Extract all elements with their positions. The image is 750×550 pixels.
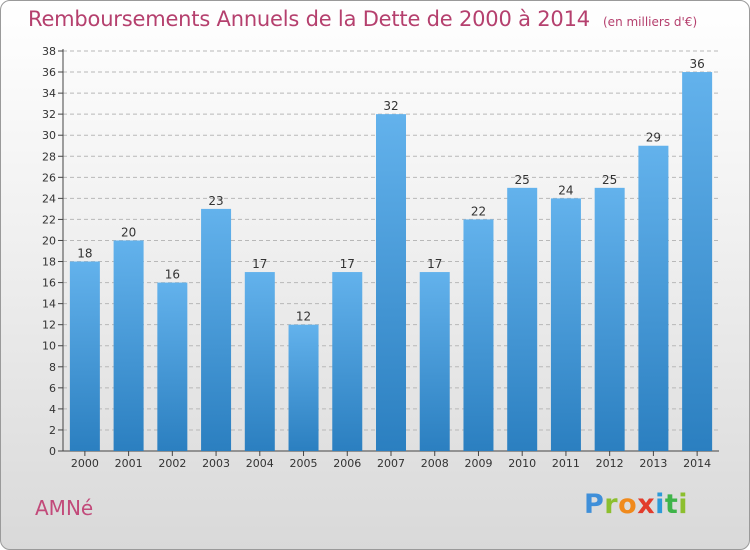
y-tick-label: 16 (42, 277, 56, 290)
x-tick-label: 2009 (464, 457, 492, 470)
chart-title-block: Remboursements Annuels de la Dette de 20… (28, 7, 697, 31)
x-tick-label: 2005 (290, 457, 318, 470)
x-tick-label: 2000 (71, 457, 99, 470)
chart-title: Remboursements Annuels de la Dette de 20… (28, 7, 590, 31)
bar-2011 (550, 198, 581, 451)
logo-letter: i (678, 489, 689, 520)
y-tick-label: 34 (42, 87, 56, 100)
y-tick-label: 24 (42, 192, 56, 205)
bar-2012 (594, 187, 625, 451)
bar-2005 (288, 324, 319, 451)
logo-letter: i (655, 489, 665, 520)
x-tick-label: 2004 (246, 457, 274, 470)
value-label: 16 (165, 268, 180, 282)
bar-2014 (682, 72, 713, 451)
y-tick-label: 22 (42, 213, 56, 226)
value-label: 25 (602, 173, 617, 187)
y-tick-label: 28 (42, 150, 56, 163)
y-tick-label: 2 (49, 424, 56, 437)
value-label: 25 (515, 173, 530, 187)
bar-2013 (638, 145, 669, 451)
value-label: 20 (121, 225, 136, 239)
x-tick-label: 2012 (596, 457, 624, 470)
x-tick-label: 2003 (202, 457, 230, 470)
value-label: 24 (558, 183, 573, 197)
y-tick-label: 18 (42, 256, 56, 269)
value-label: 18 (77, 247, 92, 261)
y-tick-label: 10 (42, 340, 56, 353)
bar-2010 (507, 187, 538, 451)
y-tick-label: 14 (42, 298, 56, 311)
bar-2006 (332, 272, 363, 451)
bar-2007 (376, 114, 406, 451)
value-label: 23 (208, 194, 223, 208)
y-tick-label: 4 (49, 403, 56, 416)
bar-2004 (244, 272, 275, 451)
logo-letter: r (604, 489, 619, 520)
bar-2001 (113, 240, 144, 451)
x-tick-labels: 2000 2001 2002 2003 2004 2005 2006 2007 2008 2009… (71, 457, 711, 470)
y-tick-label: 38 (42, 45, 56, 58)
value-label: 12 (296, 310, 311, 324)
y-tick-label: 12 (42, 319, 56, 332)
x-tick-label: 2001 (115, 457, 143, 470)
value-label: 22 (471, 204, 486, 218)
y-tick-label: 26 (42, 171, 56, 184)
logo-letter: x (637, 489, 656, 520)
x-tick-label: 2011 (552, 457, 580, 470)
x-tick-label: 2013 (639, 457, 667, 470)
chart-unit: (en milliers d'€) (603, 15, 698, 29)
value-labels: 18 20 16 23 17 12 17 32 17 22 25 24 25 29 36 (77, 57, 705, 324)
y-tick-label: 36 (42, 66, 56, 79)
value-label: 36 (689, 57, 704, 71)
value-label: 17 (252, 257, 267, 271)
x-tick-label: 2006 (333, 457, 361, 470)
y-tick-label: 20 (42, 234, 56, 247)
bar-2008 (419, 272, 450, 451)
value-label: 32 (383, 99, 398, 113)
bars (69, 72, 713, 451)
value-label: 29 (646, 131, 661, 145)
y-tick-label: 6 (49, 382, 56, 395)
value-label: 17 (340, 257, 355, 271)
x-tick-label: 2007 (377, 457, 405, 470)
bar-2009 (463, 219, 494, 451)
x-tick-label: 2008 (421, 457, 449, 470)
y-tick-label: 30 (42, 129, 56, 142)
x-tick-label: 2014 (683, 457, 711, 470)
x-tick-label: 2002 (158, 457, 186, 470)
town-name: AMNé (35, 496, 94, 520)
logo-letter: P (584, 489, 605, 520)
bar-2000 (69, 261, 100, 451)
proxiti-logo: Proxiti (584, 489, 688, 520)
y-tick-label: 0 (49, 445, 56, 458)
y-tick-label: 8 (49, 361, 56, 374)
bar-2002 (157, 282, 188, 451)
x-tick-label: 2010 (508, 457, 536, 470)
logo-letter: o (618, 489, 638, 520)
logo-letter: t (664, 489, 679, 520)
value-label: 17 (427, 257, 442, 271)
y-tick-label: 32 (42, 108, 56, 121)
bar-2003 (201, 208, 232, 451)
